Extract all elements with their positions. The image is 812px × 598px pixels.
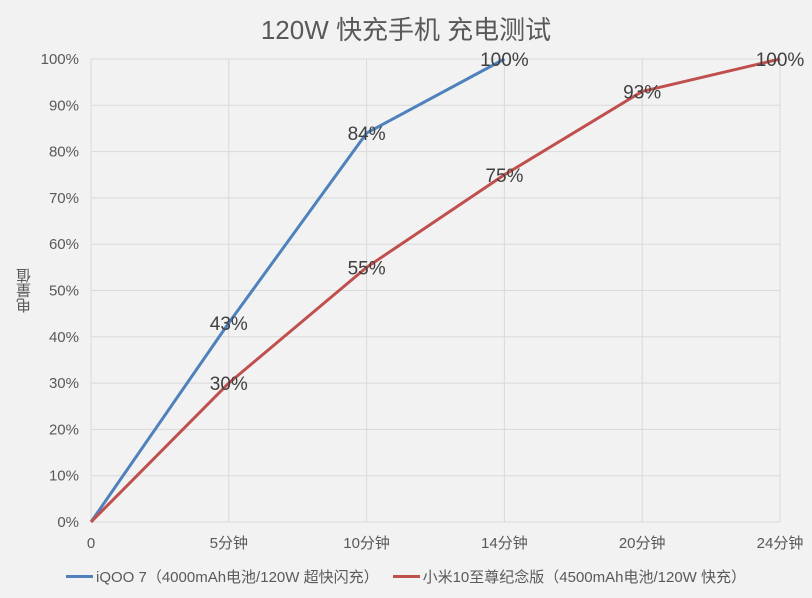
chart-title: 120W 快充手机 充电测试 (260, 15, 552, 45)
legend-label: 小米10至尊纪念版（4500mAh电池/120W 快充） (422, 569, 746, 586)
legend-label: iQOO 7（4000mAh电池/120W 超快闪充） (96, 569, 379, 586)
x-tick-label: 20分钟 (619, 535, 666, 552)
series-line-1 (89, 57, 781, 524)
x-tick-label: 14分钟 (481, 535, 528, 552)
y-tick-label: 50% (49, 283, 79, 300)
x-tick-label: 0 (87, 535, 95, 552)
x-tick-label: 5分钟 (210, 535, 248, 552)
y-tick-label: 80% (49, 144, 79, 161)
data-label: 55% (348, 258, 386, 279)
y-tick-label: 100% (41, 51, 79, 68)
data-label: 100% (756, 50, 805, 71)
data-label: 93% (623, 82, 661, 103)
y-tick-label: 30% (49, 375, 79, 392)
data-label: 43% (210, 314, 248, 335)
data-label: 30% (210, 374, 248, 395)
x-tick-label: 10分钟 (343, 535, 390, 552)
legend-item-mi10-ultra[interactable]: 小米10至尊纪念版（4500mAh电池/120W 快充） (392, 566, 746, 587)
x-tick-label: 24分钟 (757, 535, 804, 552)
legend-swatch-red (392, 575, 420, 578)
y-tick-label: 40% (49, 329, 79, 346)
legend-item-iqoo7[interactable]: iQOO 7（4000mAh电池/120W 超快闪充） (66, 566, 379, 587)
y-tick-label: 0% (57, 514, 79, 531)
y-tick-label: 90% (49, 97, 79, 114)
data-label: 75% (485, 166, 523, 187)
data-label: 100% (480, 50, 529, 71)
y-tick-label: 20% (49, 421, 79, 438)
data-label: 84% (348, 124, 386, 145)
y-tick-label: 10% (49, 468, 79, 485)
legend-swatch-blue (66, 575, 93, 578)
legend: iQOO 7（4000mAh电池/120W 超快闪充） 小米10至尊纪念版（45… (0, 566, 812, 587)
series-line-0 (89, 57, 506, 523)
y-tick-label: 70% (49, 190, 79, 207)
y-tick-label: 60% (49, 236, 79, 253)
